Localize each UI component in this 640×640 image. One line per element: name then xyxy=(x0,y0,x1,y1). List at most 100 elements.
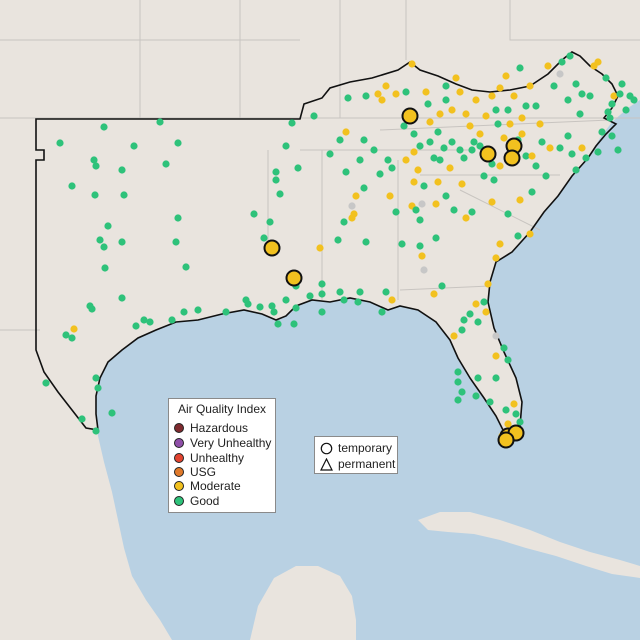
monitor-marker[interactable] xyxy=(434,178,442,186)
monitor-marker[interactable] xyxy=(532,102,540,110)
monitor-marker[interactable] xyxy=(174,214,182,222)
monitor-marker-large[interactable] xyxy=(503,149,521,167)
monitor-marker[interactable] xyxy=(518,114,526,122)
monitor-marker[interactable] xyxy=(104,222,112,230)
monitor-marker[interactable] xyxy=(282,296,290,304)
monitor-marker[interactable] xyxy=(594,58,602,66)
monitor-marker[interactable] xyxy=(426,138,434,146)
monitor-marker[interactable] xyxy=(466,310,474,318)
monitor-marker[interactable] xyxy=(270,308,278,316)
monitor-marker[interactable] xyxy=(62,331,70,339)
monitor-marker[interactable] xyxy=(418,252,426,260)
monitor-marker[interactable] xyxy=(436,110,444,118)
monitor-marker[interactable] xyxy=(614,146,622,154)
monitor-marker[interactable] xyxy=(510,92,518,100)
monitor-marker[interactable] xyxy=(492,352,500,360)
monitor-marker[interactable] xyxy=(622,106,630,114)
monitor-marker[interactable] xyxy=(446,164,454,172)
monitor-marker[interactable] xyxy=(318,308,326,316)
monitor-marker[interactable] xyxy=(492,106,500,114)
monitor-marker[interactable] xyxy=(482,308,490,316)
monitor-marker[interactable] xyxy=(378,308,386,316)
monitor-marker[interactable] xyxy=(558,58,566,66)
monitor-marker[interactable] xyxy=(556,144,564,152)
monitor-marker[interactable] xyxy=(416,216,424,224)
monitor-marker[interactable] xyxy=(564,132,572,140)
monitor-marker[interactable] xyxy=(402,88,410,96)
monitor-marker[interactable] xyxy=(544,62,552,70)
monitor-marker[interactable] xyxy=(460,316,468,324)
monitor-marker[interactable] xyxy=(504,210,512,218)
monitor-marker[interactable] xyxy=(606,114,614,122)
monitor-marker[interactable] xyxy=(514,232,522,240)
monitor-marker[interactable] xyxy=(340,218,348,226)
monitor-marker[interactable] xyxy=(352,192,360,200)
monitor-marker[interactable] xyxy=(538,138,546,146)
monitor-marker[interactable] xyxy=(490,176,498,184)
monitor-marker[interactable] xyxy=(146,318,154,326)
monitor-marker[interactable] xyxy=(94,384,102,392)
monitor-marker[interactable] xyxy=(56,139,64,147)
monitor-marker[interactable] xyxy=(288,119,296,127)
monitor-marker[interactable] xyxy=(502,406,510,414)
monitor-marker[interactable] xyxy=(90,156,98,164)
monitor-marker[interactable] xyxy=(486,398,494,406)
monitor-marker[interactable] xyxy=(140,316,148,324)
monitor-marker[interactable] xyxy=(456,146,464,154)
monitor-marker[interactable] xyxy=(336,288,344,296)
monitor-marker[interactable] xyxy=(348,202,356,210)
monitor-marker[interactable] xyxy=(274,320,282,328)
monitor-marker[interactable] xyxy=(354,298,362,306)
monitor-marker[interactable] xyxy=(480,172,488,180)
monitor-marker[interactable] xyxy=(456,88,464,96)
monitor-marker[interactable] xyxy=(496,240,504,248)
monitor-marker[interactable] xyxy=(510,400,518,408)
monitor-marker[interactable] xyxy=(101,264,109,272)
monitor-marker[interactable] xyxy=(578,144,586,152)
monitor-marker[interactable] xyxy=(550,82,558,90)
monitor-marker-large[interactable] xyxy=(401,107,419,125)
monitor-marker[interactable] xyxy=(382,288,390,296)
monitor-marker[interactable] xyxy=(466,122,474,130)
monitor-marker[interactable] xyxy=(500,344,508,352)
monitor-marker[interactable] xyxy=(630,96,638,104)
monitor-marker[interactable] xyxy=(492,332,500,340)
monitor-marker[interactable] xyxy=(586,92,594,100)
monitor-marker[interactable] xyxy=(484,280,492,288)
monitor-marker[interactable] xyxy=(400,122,408,130)
monitor-marker[interactable] xyxy=(438,282,446,290)
monitor-marker[interactable] xyxy=(504,106,512,114)
monitor-marker[interactable] xyxy=(532,162,540,170)
monitor-marker[interactable] xyxy=(318,290,326,298)
monitor-marker[interactable] xyxy=(356,156,364,164)
monitor-marker[interactable] xyxy=(442,192,450,200)
monitor-marker[interactable] xyxy=(420,266,428,274)
monitor-marker[interactable] xyxy=(522,152,530,160)
monitor-marker[interactable] xyxy=(432,200,440,208)
monitor-marker[interactable] xyxy=(442,82,450,90)
monitor-marker[interactable] xyxy=(180,308,188,316)
monitor-marker[interactable] xyxy=(68,182,76,190)
monitor-marker[interactable] xyxy=(492,374,500,382)
monitor-marker[interactable] xyxy=(96,236,104,244)
monitor-marker[interactable] xyxy=(458,180,466,188)
monitor-marker[interactable] xyxy=(340,296,348,304)
monitor-marker[interactable] xyxy=(432,234,440,242)
monitor-marker[interactable] xyxy=(130,142,138,150)
monitor-marker[interactable] xyxy=(416,142,424,150)
monitor-marker[interactable] xyxy=(350,210,358,218)
monitor-marker[interactable] xyxy=(172,238,180,246)
monitor-marker[interactable] xyxy=(460,154,468,162)
large-monitor-markers[interactable] xyxy=(263,107,525,449)
monitor-marker[interactable] xyxy=(276,190,284,198)
monitor-marker[interactable] xyxy=(294,164,302,172)
monitor-marker[interactable] xyxy=(578,90,586,98)
monitor-marker[interactable] xyxy=(378,96,386,104)
monitor-marker[interactable] xyxy=(92,427,100,435)
monitor-marker[interactable] xyxy=(398,240,406,248)
monitor-marker[interactable] xyxy=(306,292,314,300)
monitor-marker[interactable] xyxy=(442,96,450,104)
monitor-marker[interactable] xyxy=(342,128,350,136)
